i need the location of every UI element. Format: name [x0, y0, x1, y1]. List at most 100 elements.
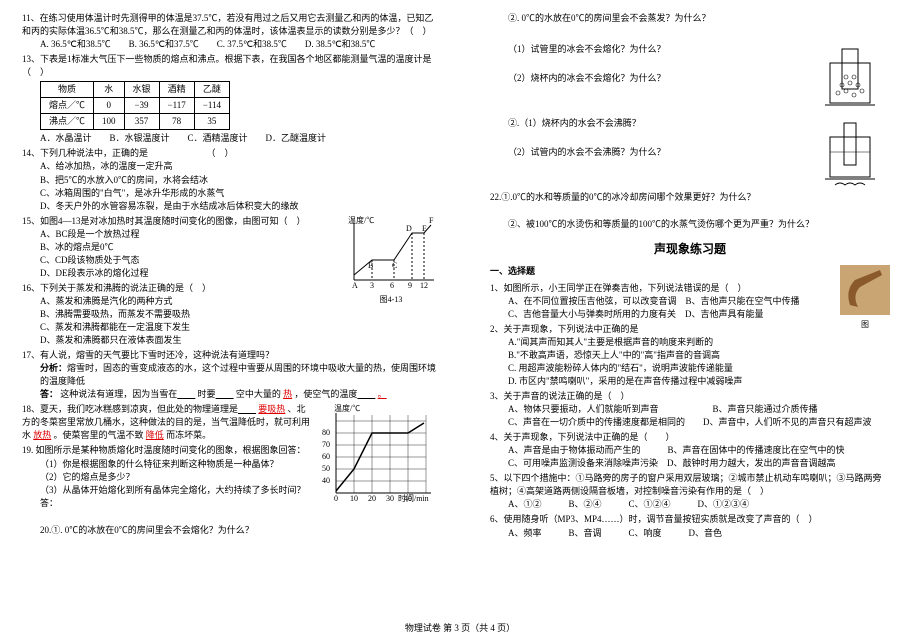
s4: 4、关于声现象，下列说法中正确的是（ ） A、声音是由于物体振动而产生的 B、声…	[490, 431, 890, 470]
s3-a: A、物体只要振动，人们就能听到声音 B、声音只能通过介质传播	[490, 403, 890, 416]
q14d: D、冬天户外的水管容易冻裂，是由于水结成冰后体积变大的缘故	[22, 200, 442, 213]
s2-d: D. 市区内"禁鸣喇叭"，采用的是在声音传播过程中减弱噪声	[490, 375, 890, 388]
page-footer: 物理试卷 第 3 页（共 4 页）	[0, 621, 920, 634]
td: −39	[124, 98, 159, 114]
s2-b: B."不敢高声语，恐惊天上人"中的"高"指声音的音调高	[490, 349, 890, 362]
beaker-diagram-1	[820, 43, 890, 117]
chart-temp: 温度/℃ 40 50 60 70 80 0 10 20 30 40 时间/m	[316, 403, 436, 507]
q13-stem: 13、下表是1标准大气压下一些物质的熔点和沸点。根据下表，在我国各个地区都能测量…	[22, 54, 432, 77]
svg-text:12: 12	[420, 281, 428, 290]
q16d: D、蒸发和沸腾都只在液体表面发生	[22, 334, 442, 347]
chart-4-13: 温度/℃ A B C D E F 3 6 9 12 时间/min 图4-13	[346, 215, 436, 306]
td: 沸点／℃	[41, 114, 94, 130]
q16c: C、蒸发和沸腾都能在一定温度下发生	[22, 321, 442, 334]
q14: 14、下列几种说法中，正确的是 （ ） A、给冰加热，冰的温度一定升高 B、把5…	[22, 147, 442, 212]
s2-c: C. 用超声波能粉碎人体内的"结石"，说明声波能传递能量	[490, 362, 890, 375]
q17: 17、有人说，熔雪的天气要比下雪时还冷，这种说法有道理吗？ 分析：熔雪时，固态的…	[22, 349, 442, 401]
beaker-diagram-2	[820, 117, 890, 191]
q20: 20.①. 0℃的冰放在0℃的房间里会不会熔化？为什么？	[40, 524, 442, 537]
svg-text:10: 10	[350, 494, 358, 503]
th: 水银	[124, 82, 159, 98]
q13-opts: A．水晶温计 B．水银温度计 C．酒精温度计 D．乙醚温度计	[22, 132, 442, 145]
svg-text:3: 3	[370, 281, 374, 290]
svg-text:9: 9	[408, 281, 412, 290]
th: 物质	[41, 82, 94, 98]
guitar-image: 图	[840, 265, 890, 315]
analysis-label: 分析：	[40, 363, 67, 373]
svg-text:时间/min: 时间/min	[398, 289, 429, 290]
td: 100	[94, 114, 125, 130]
s1-stem: 1、如图所示，小王同学正在弹奏吉他，下列说法错误的是（ ）	[490, 282, 890, 295]
q17-analysis: 熔雪时，固态的雪变成液态的水，这个过程中雪要从周围的环境中吸收大量的热，使周围环…	[40, 363, 436, 386]
svg-text:20: 20	[368, 494, 376, 503]
right-column: ②. 0℃的水放在0℃的房间里会不会蒸发？为什么？ （1）试管里的冰会不会熔化？…	[460, 0, 920, 637]
s5-stem: 5、以下四个措施中：①马路旁的房子的窗户采用双层玻璃；②城市禁止机动车鸣喇叭；③…	[490, 472, 890, 498]
q20-2: ②. 0℃的水放在0℃的房间里会不会蒸发？为什么？	[508, 12, 890, 25]
svg-text:80: 80	[322, 428, 330, 437]
q14-stem: 14、下列几种说法中，正确的是 （ ）	[22, 147, 442, 160]
svg-text:E: E	[422, 224, 427, 233]
td: −114	[194, 98, 229, 114]
svg-text:C: C	[392, 261, 397, 270]
svg-text:A: A	[352, 281, 358, 290]
s4-stem: 4、关于声现象，下列说法中正确的是（ ）	[490, 431, 890, 444]
s2-a: A."闻其声而知其人"主要是根据声音的响度来判断的	[490, 336, 890, 349]
s6: 6、使用随身听（MP3、MP4……）时，调节音量按钮实质就是改变了声音的（ ） …	[490, 513, 890, 539]
q11-opts: A. 36.5℃和38.5℃ B. 36.5℃和37.5℃ C. 37.5℃和3…	[22, 38, 442, 51]
q11-stem: 11、在练习使用体温计时先测得甲的体温是37.5℃，若没有甩过之后又用它去测量乙…	[22, 13, 433, 36]
svg-text:70: 70	[322, 440, 330, 449]
q14b: B、把5℃的水放入0℃的房间，水将会结冰	[22, 174, 442, 187]
select-title: 一、选择题	[490, 265, 890, 278]
svg-text:50: 50	[322, 464, 330, 473]
svg-text:B: B	[368, 261, 373, 270]
s3-c: C、声音在一切介质中的传播速度都是相同的 D、声音中，人们听不见的声音只有超声波	[490, 416, 890, 429]
svg-text:30: 30	[386, 494, 394, 503]
svg-text:F: F	[429, 216, 434, 225]
q17-red1: 热	[283, 389, 292, 399]
td: 357	[124, 114, 159, 130]
q13: 13、下表是1标准大气压下一些物质的熔点和沸点。根据下表，在我国各个地区都能测量…	[22, 53, 442, 145]
s1-a: A、在不同位置按压吉他弦，可以改变音调 B、吉他声只能在空气中传播	[490, 295, 890, 308]
svg-text:温度/℃: 温度/℃	[334, 403, 360, 413]
q14c: C、冰箱周围的"白气"，是冰升华形成的水蒸气	[22, 187, 442, 200]
svg-text:60: 60	[322, 452, 330, 461]
s4-a: A、声音是由于物体振动而产生的 B、声音在固体中的传播速度比在空气中的快	[490, 444, 890, 457]
svg-text:时间/min: 时间/min	[398, 493, 429, 503]
s3-stem: 3、关于声音的说法正确的是（ ）	[490, 390, 890, 403]
guitar-caption: 图	[840, 319, 890, 331]
q22b-b: ②、被100℃的水烫伤和等质量的100℃的水蒸气烫伤哪个更为严重？为什么？	[490, 218, 890, 231]
ylabel: 温度/℃	[348, 215, 374, 225]
s6-opts: A、频率 B、音调 C、响度 D、音色	[490, 527, 890, 540]
chart413-caption: 图4-13	[346, 294, 436, 306]
td: 0	[94, 98, 125, 114]
td: 熔点／℃	[41, 98, 94, 114]
th: 酒精	[159, 82, 194, 98]
q17-a1: 这种说法有道理，因为当雪在	[60, 389, 177, 399]
q16b: B、沸腾需要吸热，而蒸发不需要吸热	[22, 308, 442, 321]
td: −117	[159, 98, 194, 114]
svg-text:6: 6	[390, 281, 394, 290]
left-column: 11、在练习使用体温计时先测得甲的体温是37.5℃，若没有甩过之后又用它去测量乙…	[0, 0, 460, 637]
s5-opts: A、①② B、②④ C、①②④ D、①②③④	[490, 498, 890, 511]
s1-c: C、吉他音量大小与弹奏时所用的力度有关 D、吉他声具有能量	[490, 308, 890, 321]
s2: 2、关于声现象，下列说法中正确的是 A."闻其声而知其人"主要是根据声音的响度来…	[490, 323, 890, 388]
q17-stem: 17、有人说，熔雪的天气要比下雪时还冷，这种说法有道理吗？	[22, 349, 442, 362]
s1: 1、如图所示，小王同学正在弹奏吉他，下列说法错误的是（ ） A、在不同位置按压吉…	[490, 282, 890, 321]
s2-stem: 2、关于声现象，下列说法中正确的是	[490, 323, 890, 336]
th: 乙醚	[194, 82, 229, 98]
td: 78	[159, 114, 194, 130]
q14a: A、给冰加热，冰的温度一定升高	[22, 160, 442, 173]
s4-c: C、可用噪声监测设备来消除噪声污染 D、敲钟时用力越大，发出的声音音调越高	[490, 457, 890, 470]
td: 35	[194, 114, 229, 130]
svg-text:0: 0	[334, 494, 338, 503]
q22b-a: 22.①.0℃的水和等质量的0℃的冰冷却房间哪个效果更好？为什么？	[490, 191, 890, 204]
s3: 3、关于声音的说法正确的是（ ） A、物体只要振动，人们就能听到声音 B、声音只…	[490, 390, 890, 429]
s5: 5、以下四个措施中：①马路旁的房子的窗户采用双层玻璃；②城市禁止机动车鸣喇叭；③…	[490, 472, 890, 511]
s6-stem: 6、使用随身听（MP3、MP4……）时，调节音量按钮实质就是改变了声音的（ ）	[490, 513, 890, 526]
th: 水	[94, 82, 125, 98]
svg-text:40: 40	[322, 476, 330, 485]
q13-table: 物质 水 水银 酒精 乙醚 熔点／℃ 0 −39 −117 −114 沸点／℃ …	[40, 81, 230, 130]
svg-text:D: D	[406, 224, 412, 233]
answer-label: 答：	[40, 389, 58, 399]
q11: 11、在练习使用体温计时先测得甲的体温是37.5℃，若没有甩过之后又用它去测量乙…	[22, 12, 442, 51]
